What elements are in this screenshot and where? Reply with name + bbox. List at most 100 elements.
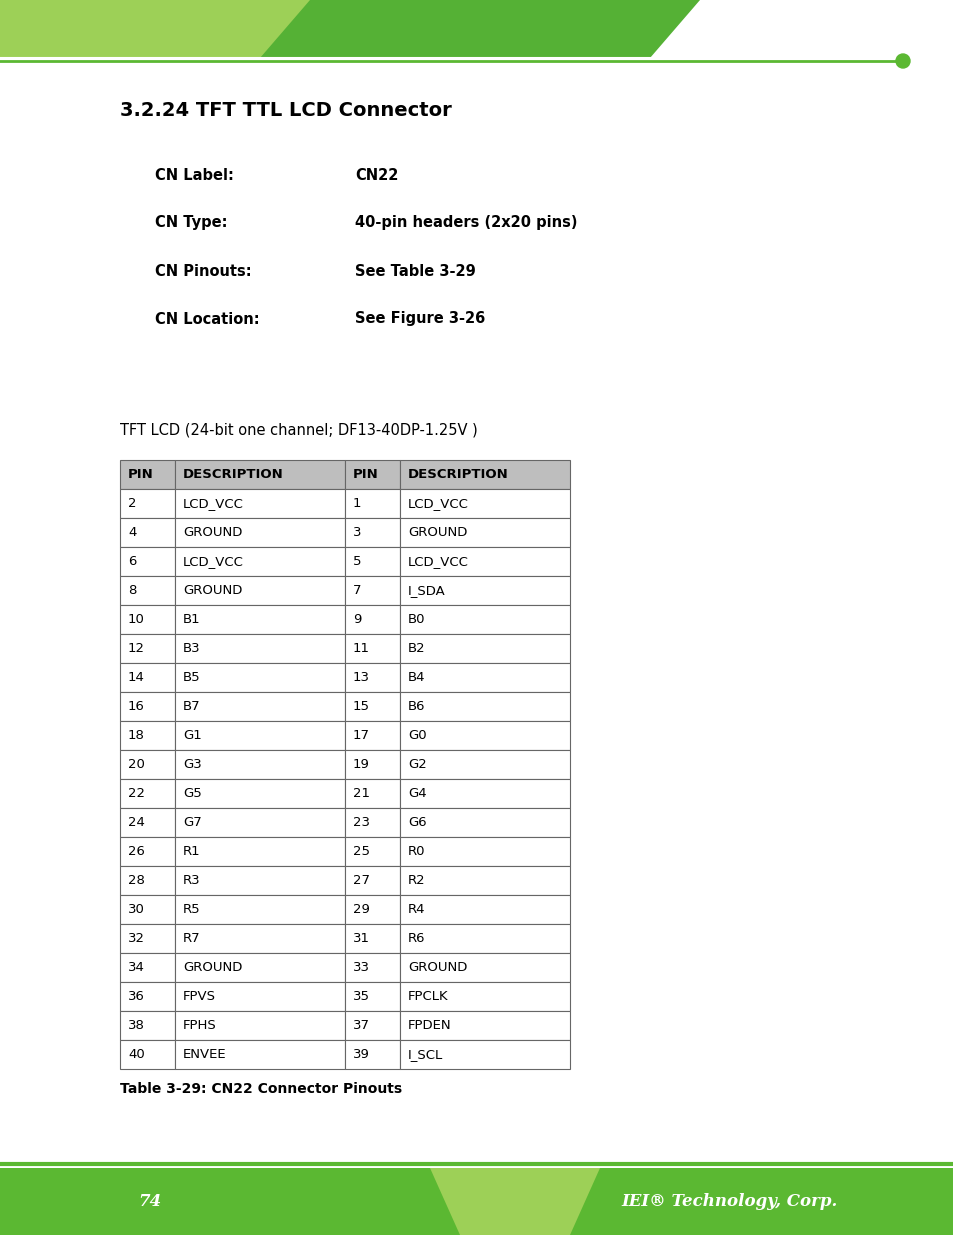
Text: 34: 34: [128, 961, 145, 974]
Bar: [120, 750, 174, 779]
Text: 35: 35: [353, 990, 370, 1003]
Text: 16: 16: [128, 700, 145, 713]
Text: Table 3-29: CN22 Connector Pinouts: Table 3-29: CN22 Connector Pinouts: [120, 1082, 402, 1095]
Text: CN Label:: CN Label:: [154, 168, 233, 183]
Circle shape: [895, 54, 909, 68]
Text: 32: 32: [128, 932, 145, 945]
Bar: [399, 663, 569, 692]
Text: B4: B4: [408, 671, 425, 684]
Text: R5: R5: [183, 903, 200, 916]
Text: 38: 38: [128, 1019, 145, 1032]
Text: FPDEN: FPDEN: [408, 1019, 451, 1032]
Text: GROUND: GROUND: [183, 961, 242, 974]
Text: 24: 24: [128, 816, 145, 829]
Text: 39: 39: [353, 1049, 370, 1061]
Bar: [120, 692, 174, 721]
Bar: [120, 895, 174, 924]
Bar: [399, 895, 569, 924]
Text: 4: 4: [128, 526, 136, 538]
Bar: [174, 982, 345, 1011]
Bar: [345, 953, 399, 982]
Text: TFT LCD (24-bit one channel; DF13-40DP-1.25V ): TFT LCD (24-bit one channel; DF13-40DP-1…: [120, 422, 477, 437]
Text: 8: 8: [128, 584, 136, 597]
Bar: [120, 924, 174, 953]
Bar: [174, 1040, 345, 1070]
Bar: [345, 1011, 399, 1040]
Text: DESCRIPTION: DESCRIPTION: [408, 468, 508, 480]
Text: R7: R7: [183, 932, 200, 945]
Bar: [345, 808, 399, 837]
Text: 40-pin headers (2x20 pins): 40-pin headers (2x20 pins): [355, 215, 577, 231]
Text: DESCRIPTION: DESCRIPTION: [183, 468, 283, 480]
Text: See Table 3-29: See Table 3-29: [355, 263, 476, 279]
Text: B3: B3: [183, 642, 200, 655]
Text: 30: 30: [128, 903, 145, 916]
Bar: [120, 982, 174, 1011]
Bar: [174, 576, 345, 605]
Text: See Figure 3-26: See Figure 3-26: [355, 311, 485, 326]
Bar: [174, 1011, 345, 1040]
Bar: [399, 808, 569, 837]
Text: B6: B6: [408, 700, 425, 713]
Text: R0: R0: [408, 845, 425, 858]
Bar: [120, 517, 174, 547]
Text: PIN: PIN: [128, 468, 153, 480]
Bar: [120, 953, 174, 982]
Text: PIN: PIN: [353, 468, 378, 480]
Bar: [345, 779, 399, 808]
Bar: [345, 489, 399, 517]
Bar: [399, 605, 569, 634]
Bar: [399, 1040, 569, 1070]
Text: 22: 22: [128, 787, 145, 800]
Bar: [174, 459, 345, 489]
Bar: [345, 459, 399, 489]
Bar: [174, 663, 345, 692]
Text: G3: G3: [183, 758, 201, 771]
Bar: [120, 1011, 174, 1040]
Bar: [120, 663, 174, 692]
Text: 26: 26: [128, 845, 145, 858]
Text: G6: G6: [408, 816, 426, 829]
Text: 74: 74: [138, 1193, 161, 1210]
Bar: [399, 459, 569, 489]
Bar: [120, 634, 174, 663]
Bar: [174, 605, 345, 634]
Bar: [174, 808, 345, 837]
Bar: [120, 866, 174, 895]
Text: 3.2.24 TFT TTL LCD Connector: 3.2.24 TFT TTL LCD Connector: [120, 100, 452, 120]
Bar: [345, 605, 399, 634]
Text: 3: 3: [353, 526, 361, 538]
Bar: [345, 982, 399, 1011]
Bar: [174, 866, 345, 895]
Text: R4: R4: [408, 903, 425, 916]
Text: 40: 40: [128, 1049, 145, 1061]
Polygon shape: [430, 1168, 599, 1235]
Text: LCD_VCC: LCD_VCC: [408, 555, 468, 568]
Bar: [345, 837, 399, 866]
Text: 11: 11: [353, 642, 370, 655]
Bar: [345, 1040, 399, 1070]
Text: R2: R2: [408, 874, 425, 887]
Text: GROUND: GROUND: [183, 584, 242, 597]
Bar: [399, 750, 569, 779]
Text: 10: 10: [128, 613, 145, 626]
Bar: [399, 634, 569, 663]
Text: 28: 28: [128, 874, 145, 887]
Text: CN22: CN22: [355, 168, 398, 183]
Bar: [345, 750, 399, 779]
Bar: [174, 721, 345, 750]
Text: 17: 17: [353, 729, 370, 742]
Bar: [120, 547, 174, 576]
Bar: [345, 895, 399, 924]
Text: 14: 14: [128, 671, 145, 684]
Bar: [345, 924, 399, 953]
Text: 19: 19: [353, 758, 370, 771]
Bar: [120, 489, 174, 517]
Text: 23: 23: [353, 816, 370, 829]
Text: 1: 1: [353, 496, 361, 510]
Bar: [399, 576, 569, 605]
Bar: [399, 866, 569, 895]
Bar: [174, 634, 345, 663]
Bar: [174, 895, 345, 924]
Text: 25: 25: [353, 845, 370, 858]
